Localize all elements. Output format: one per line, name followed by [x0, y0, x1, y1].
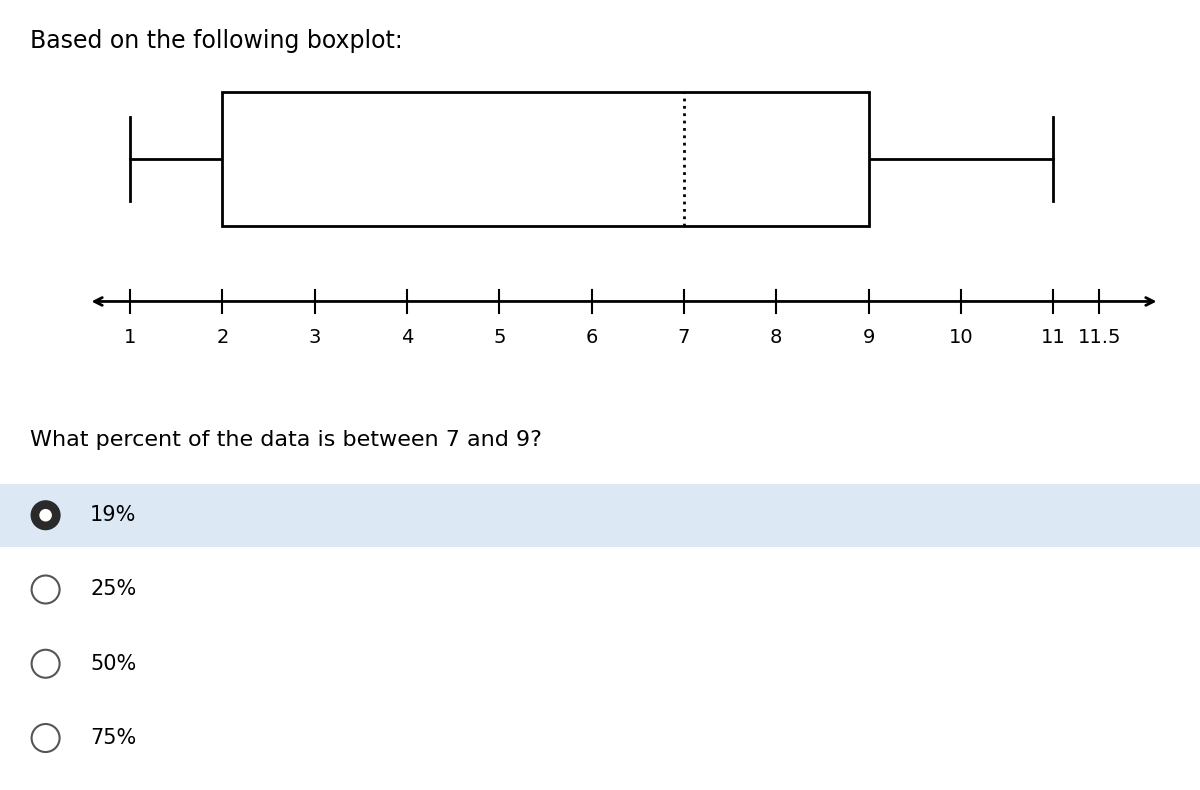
Text: 5: 5 [493, 328, 505, 347]
Ellipse shape [40, 509, 52, 521]
Ellipse shape [31, 501, 60, 529]
Text: 75%: 75% [90, 728, 137, 748]
Bar [0, 483, 1200, 547]
Text: 3: 3 [308, 328, 320, 347]
Text: 2: 2 [216, 328, 229, 347]
Text: 19%: 19% [90, 506, 137, 525]
Bar [222, 92, 869, 226]
Text: 9: 9 [863, 328, 875, 347]
Text: 7: 7 [678, 328, 690, 347]
Text: 4: 4 [401, 328, 413, 347]
Text: 25%: 25% [90, 580, 137, 600]
Text: 8: 8 [770, 328, 782, 347]
Text: 11: 11 [1040, 328, 1066, 347]
Text: 11.5: 11.5 [1078, 328, 1121, 347]
Text: Based on the following boxplot:: Based on the following boxplot: [30, 29, 403, 53]
Text: 10: 10 [949, 328, 973, 347]
Text: 50%: 50% [90, 654, 137, 674]
Text: 1: 1 [124, 328, 137, 347]
Text: What percent of the data is between 7 and 9?: What percent of the data is between 7 an… [30, 430, 542, 450]
Text: 6: 6 [586, 328, 598, 347]
